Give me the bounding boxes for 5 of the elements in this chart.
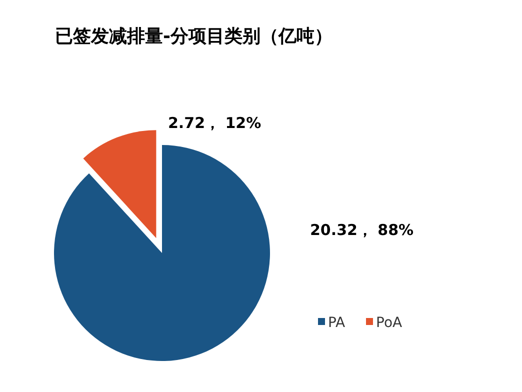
legend-label: PA bbox=[328, 315, 346, 331]
data-label: 2.72， 12% bbox=[168, 114, 262, 132]
chart-title: 已签发减排量-分项目类别（亿吨） bbox=[55, 26, 332, 47]
legend-label: PoA bbox=[376, 315, 403, 331]
data-label: 20.32， 88% bbox=[310, 221, 414, 239]
